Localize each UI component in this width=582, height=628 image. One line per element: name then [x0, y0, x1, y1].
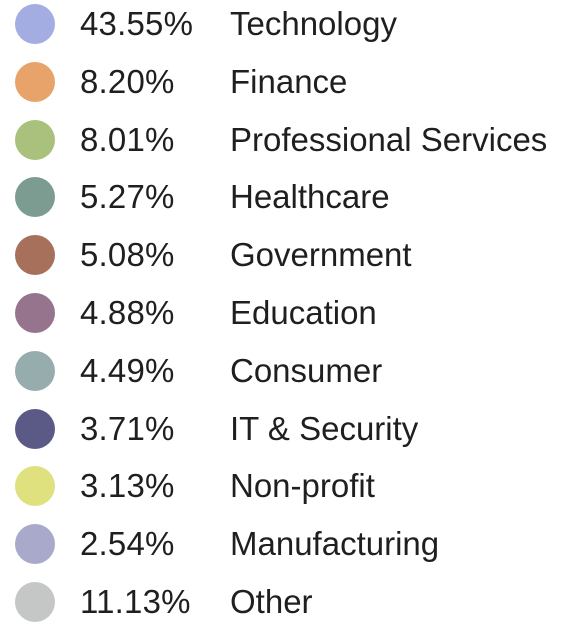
legend-item: 5.27% Healthcare	[0, 173, 582, 223]
legend-label: Finance	[230, 62, 348, 100]
legend-percentage: 4.49%	[80, 351, 175, 389]
legend-swatch	[15, 524, 55, 565]
legend-label: IT & Security	[230, 409, 419, 447]
legend-swatch	[15, 235, 55, 276]
legend-percentage: 8.01%	[80, 120, 175, 158]
legend-label: Government	[230, 236, 412, 274]
legend-label: Other	[230, 583, 313, 620]
legend-item: 11.13% Other	[0, 578, 582, 628]
legend-item: 3.13% Non-profit	[0, 462, 582, 512]
legend-swatch	[15, 466, 55, 507]
legend-label: Technology	[230, 5, 397, 42]
legend-item: 43.55% Technology	[0, 0, 582, 50]
legend-label: Healthcare	[230, 178, 390, 216]
legend-percentage: 3.13%	[80, 467, 175, 505]
legend-swatch	[15, 119, 55, 160]
legend-item: 5.08% Government	[0, 231, 582, 281]
legend-swatch	[15, 293, 55, 333]
legend-percentage: 2.54%	[80, 525, 175, 563]
legend-item: 8.01% Professional Services	[0, 116, 582, 166]
legend-item: 3.71% IT & Security	[0, 405, 582, 455]
legend-swatch	[15, 350, 55, 391]
legend-label: Non-profit	[230, 467, 375, 505]
legend-swatch	[15, 61, 55, 102]
legend-item: 4.49% Consumer	[0, 347, 582, 397]
legend-percentage: 43.55%	[80, 5, 194, 42]
legend-item: 8.20% Finance	[0, 58, 582, 108]
legend-percentage: 5.08%	[80, 236, 175, 274]
legend-label: Manufacturing	[230, 525, 440, 563]
legend-item: 2.54% Manufacturing	[0, 520, 582, 570]
legend-item: 4.88% Education	[0, 289, 582, 339]
legend-swatch	[15, 408, 55, 449]
legend-percentage: 8.20%	[80, 62, 175, 100]
legend-percentage: 5.27%	[80, 178, 175, 216]
legend-swatch	[15, 177, 55, 218]
legend-swatch	[15, 4, 55, 44]
legend-label: Consumer	[230, 351, 383, 389]
legend-percentage: 11.13%	[80, 583, 191, 620]
legend-percentage: 4.88%	[80, 294, 175, 331]
legend-swatch	[15, 582, 55, 622]
legend-label: Professional Services	[230, 120, 548, 158]
legend-percentage: 3.71%	[80, 409, 175, 447]
legend-label: Education	[230, 294, 377, 331]
